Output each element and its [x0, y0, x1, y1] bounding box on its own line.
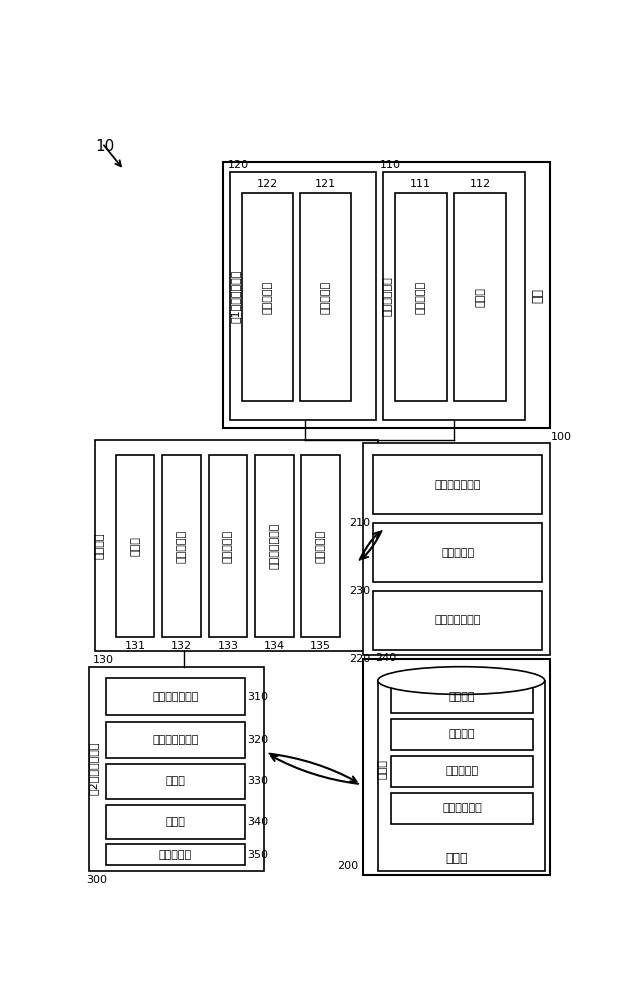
- Text: 310: 310: [247, 692, 268, 702]
- Bar: [242, 193, 293, 401]
- Text: 350: 350: [247, 850, 268, 860]
- Text: 切换判断部: 切换判断部: [177, 530, 187, 563]
- Text: 存储部: 存储部: [378, 759, 388, 779]
- Bar: [301, 455, 340, 637]
- Text: 230: 230: [349, 586, 371, 596]
- Text: 边缘系统: 边缘系统: [95, 532, 105, 559]
- Text: 车辆: 车辆: [531, 288, 544, 303]
- Bar: [162, 455, 201, 637]
- Bar: [373, 455, 542, 514]
- Text: 134: 134: [264, 641, 285, 651]
- Text: 200: 200: [338, 861, 358, 871]
- Text: 服务器: 服务器: [445, 852, 467, 865]
- Bar: [383, 172, 525, 420]
- Bar: [106, 722, 245, 758]
- Bar: [89, 667, 264, 871]
- Text: 操作事件判断部: 操作事件判断部: [434, 480, 481, 490]
- Text: 影像发送部: 影像发送部: [263, 281, 273, 314]
- Bar: [106, 678, 245, 715]
- Text: 履历信息: 履历信息: [449, 729, 475, 739]
- Text: 接受部: 接受部: [165, 817, 185, 827]
- Text: 340: 340: [247, 817, 268, 827]
- Text: 第2远程控制系统: 第2远程控制系统: [89, 742, 99, 795]
- Text: 影像接收部: 影像接收部: [159, 850, 192, 860]
- Text: 10: 10: [95, 139, 114, 154]
- Text: 显示部: 显示部: [165, 776, 185, 786]
- Text: 100: 100: [550, 432, 572, 442]
- Bar: [230, 172, 376, 420]
- Text: 限制适用部: 限制适用部: [223, 530, 233, 563]
- Text: 通知部: 通知部: [475, 287, 485, 307]
- Text: 210: 210: [349, 518, 371, 528]
- Bar: [115, 455, 154, 637]
- Text: 130: 130: [92, 655, 114, 665]
- Text: 121: 121: [315, 179, 336, 189]
- Text: 收发部: 收发部: [130, 536, 140, 556]
- Text: 111: 111: [410, 179, 431, 189]
- Bar: [373, 523, 542, 582]
- Text: 220: 220: [349, 654, 371, 664]
- Text: 操作信号处理部: 操作信号处理部: [152, 692, 198, 702]
- Bar: [255, 455, 294, 637]
- Bar: [223, 162, 550, 428]
- Bar: [395, 193, 447, 401]
- Bar: [106, 844, 245, 865]
- Bar: [363, 443, 550, 655]
- Bar: [454, 193, 506, 401]
- Text: 240: 240: [376, 653, 397, 663]
- Text: 异常检测部: 异常检测部: [316, 530, 326, 563]
- Text: 133: 133: [217, 641, 238, 651]
- Text: 车辆位置获得部: 车辆位置获得部: [270, 523, 280, 569]
- Text: 300: 300: [86, 875, 107, 885]
- Text: 自动驾驶系统: 自动驾驶系统: [383, 276, 392, 316]
- Text: 车辆控制部: 车辆控制部: [416, 281, 426, 314]
- Text: 320: 320: [247, 735, 268, 745]
- Text: 障碍物信息: 障碍物信息: [446, 766, 479, 776]
- Text: 330: 330: [247, 776, 268, 786]
- Ellipse shape: [378, 667, 545, 694]
- Text: 车辆控制部: 车辆控制部: [321, 281, 331, 314]
- Text: 131: 131: [125, 641, 145, 651]
- Bar: [373, 591, 542, 650]
- Bar: [391, 719, 533, 750]
- Text: 120: 120: [228, 160, 249, 170]
- Text: 事件列表: 事件列表: [449, 692, 475, 702]
- Text: 第1远程控制系统: 第1远程控制系统: [230, 270, 240, 323]
- Bar: [106, 764, 245, 799]
- Bar: [208, 455, 247, 637]
- Text: 车辆位置信息: 车辆位置信息: [442, 803, 482, 813]
- Text: 112: 112: [469, 179, 490, 189]
- Text: 限制生成部: 限制生成部: [441, 548, 474, 558]
- Text: 110: 110: [380, 160, 401, 170]
- Bar: [95, 440, 378, 651]
- Bar: [391, 682, 533, 713]
- Bar: [378, 681, 545, 871]
- Text: 操作事件推测部: 操作事件推测部: [434, 615, 481, 626]
- Bar: [106, 805, 245, 839]
- Text: 135: 135: [310, 641, 331, 651]
- Text: 132: 132: [171, 641, 192, 651]
- Text: 122: 122: [257, 179, 278, 189]
- Bar: [301, 193, 351, 401]
- Text: 操作信号发送部: 操作信号发送部: [152, 735, 198, 745]
- Bar: [391, 756, 533, 787]
- Bar: [391, 793, 533, 824]
- Bar: [363, 659, 550, 875]
